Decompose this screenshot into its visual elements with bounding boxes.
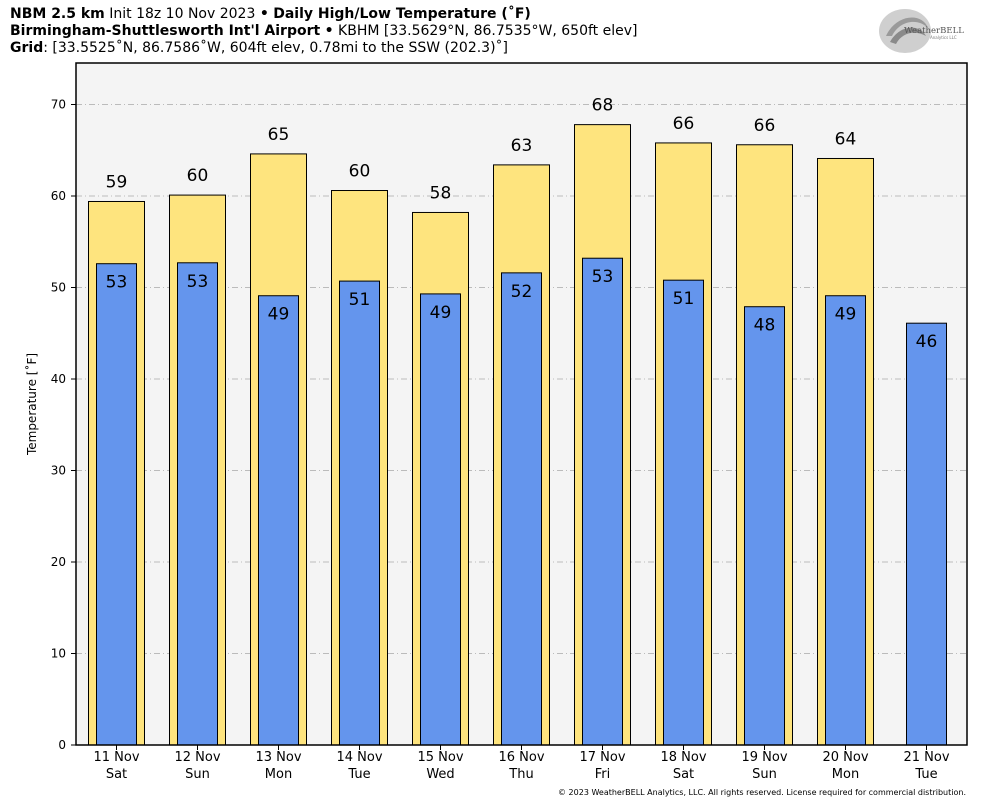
low-temp-bar — [582, 257, 623, 746]
low-temp-label: 53 — [106, 273, 128, 293]
low-temp-label: 52 — [511, 282, 533, 302]
axes: 0 10 20 30 40 50 60 70 11 Nov Sat 12 Nov Sun 13 Nov M… — [51, 98, 950, 783]
x-tick-label-date: 20 Nov — [822, 750, 868, 765]
x-tick-label-date: 11 Nov — [93, 750, 139, 765]
x-tick-label-date: 16 Nov — [498, 750, 544, 765]
x-tick-label-date: 17 Nov — [579, 750, 625, 765]
x-tick-label-date: 19 Nov — [741, 750, 787, 765]
y-tick-label: 50 — [51, 281, 66, 295]
x-tick-label-date: 18 Nov — [660, 750, 706, 765]
x-tick-label-day: Sun — [185, 767, 210, 782]
logo-subtext: Analytics LLC — [930, 35, 957, 40]
high-temp-label: 60 — [187, 166, 209, 186]
x-tick-label-day: Mon — [265, 767, 292, 782]
weatherbell-logo: WeatherBELL Analytics LLC — [879, 9, 964, 53]
high-temp-label: 58 — [430, 183, 452, 203]
x-tick-label-date: 21 Nov — [903, 750, 949, 765]
high-temp-label: 66 — [754, 116, 776, 136]
high-temp-label: 64 — [835, 129, 857, 149]
low-temp-bar — [420, 293, 461, 746]
x-tick-label-day: Sun — [752, 767, 777, 782]
high-temp-label: 65 — [268, 125, 290, 145]
station-name: Birmingham-Shuttlesworth Int'l Airport — [10, 23, 321, 39]
model-name: NBM 2.5 km — [10, 6, 105, 22]
high-temp-label: 66 — [673, 114, 695, 134]
x-tick-label-date: 14 Nov — [336, 750, 382, 765]
station-details: KBHM [33.5629°N, 86.7535°W, 650ft elev] — [338, 23, 638, 39]
low-temp-bar — [177, 262, 218, 746]
low-temp-bar — [906, 322, 947, 746]
high-temp-label: 63 — [511, 136, 533, 156]
x-tick-label-day: Fri — [595, 767, 611, 782]
x-tick-label-day: Sat — [673, 767, 694, 782]
x-tick-label-day: Sat — [106, 767, 127, 782]
product-name: Daily High/Low Temperature (˚F) — [273, 6, 531, 22]
low-temp-bar — [501, 272, 542, 746]
y-tick-label: 10 — [51, 647, 66, 661]
y-tick-label: 30 — [51, 464, 66, 478]
header-separator: • — [259, 6, 269, 22]
low-temp-label: 49 — [835, 305, 857, 325]
low-temp-label: 51 — [349, 290, 371, 310]
data-labels: 59 53 60 53 65 49 60 51 58 49 63 52 68 53 66 51 66 48 64 49… — [106, 96, 938, 353]
x-tick-label-day: Wed — [426, 767, 454, 782]
grid-label: Grid — [10, 40, 44, 56]
low-temp-bar — [258, 295, 299, 746]
low-temp-bar — [96, 263, 137, 746]
copyright-notice: © 2023 WeatherBELL Analytics, LLC. All r… — [558, 788, 966, 797]
high-temp-label: 60 — [349, 162, 371, 182]
low-temp-bar — [744, 306, 785, 746]
low-temp-bar — [825, 295, 866, 746]
high-temp-label: 68 — [592, 96, 614, 116]
init-time: Init 18z 10 Nov 2023 — [109, 6, 256, 22]
y-tick-label: 70 — [51, 98, 66, 112]
bars — [88, 124, 947, 746]
header-separator: • — [324, 23, 334, 39]
y-tick-label: 60 — [51, 189, 66, 203]
low-temp-label: 46 — [916, 332, 938, 352]
x-tick-label-day: Mon — [832, 767, 859, 782]
chart-header-line-3: Grid: [33.5525˚N, 86.7586˚W, 604ft elev,… — [10, 40, 508, 57]
y-tick-label: 20 — [51, 555, 66, 569]
low-temp-label: 53 — [187, 272, 209, 292]
low-temp-bar — [663, 279, 704, 746]
y-axis-label: Temperature [˚F] — [24, 353, 39, 456]
low-temp-label: 51 — [673, 289, 695, 309]
grid-details: : [33.5525˚N, 86.7586˚W, 604ft elev, 0.7… — [43, 40, 509, 56]
high-temp-label: 59 — [106, 172, 128, 192]
low-temp-label: 49 — [430, 303, 452, 323]
y-tick-label: 0 — [58, 738, 66, 752]
x-tick-label-day: Thu — [508, 767, 533, 782]
x-tick-label-day: Tue — [914, 767, 937, 782]
low-temp-label: 48 — [754, 316, 776, 336]
x-tick-label-date: 12 Nov — [174, 750, 220, 765]
x-tick-label-date: 13 Nov — [255, 750, 301, 765]
logo-text: WeatherBELL — [904, 26, 964, 36]
x-tick-label-date: 15 Nov — [417, 750, 463, 765]
low-temp-label: 49 — [268, 305, 290, 325]
chart-header-line-1: NBM 2.5 km Init 18z 10 Nov 2023 • Daily … — [10, 6, 531, 23]
chart-header-line-2: Birmingham-Shuttlesworth Int'l Airport •… — [10, 23, 637, 40]
low-temp-label: 53 — [592, 267, 614, 287]
y-tick-label: 40 — [51, 372, 66, 386]
low-temp-bar — [339, 280, 380, 746]
x-tick-label-day: Tue — [347, 767, 370, 782]
